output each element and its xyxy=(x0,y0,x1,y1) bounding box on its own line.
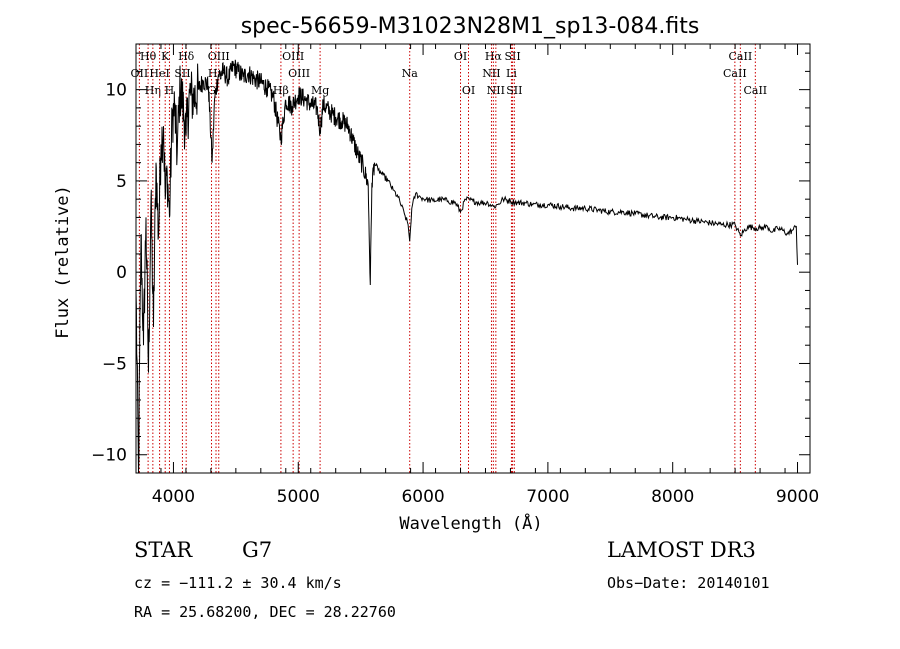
y-tick-label: −5 xyxy=(102,354,127,374)
x-tick-label: 8000 xyxy=(651,487,694,507)
emission-line-label: SII xyxy=(506,84,522,97)
x-tick-label: 5000 xyxy=(277,487,320,507)
emission-line-label: OI xyxy=(454,50,467,63)
emission-line-label: OIII xyxy=(208,50,230,63)
emission-line-label: CaII xyxy=(729,50,753,63)
emission-line-label: CaII xyxy=(743,84,767,97)
emission-line-label: NII xyxy=(487,84,505,97)
emission-line-label: Mg xyxy=(311,84,329,97)
emission-line-label: SII xyxy=(504,50,520,63)
emission-line-label: Hγ xyxy=(208,67,225,80)
emission-line-label: G xyxy=(207,84,216,97)
emission-line-label: OIII xyxy=(282,50,304,63)
y-tick-label: −10 xyxy=(91,446,127,466)
y-axis-label: Flux (relative) xyxy=(53,185,73,339)
object-class: STAR xyxy=(134,538,193,562)
emission-line-label: NII xyxy=(482,67,500,80)
axes-layer: 4000 5000 6000 7000 8000 9000 −10 −5 0 5 10 xyxy=(91,43,819,507)
plot-frame xyxy=(135,43,811,474)
emission-line-label: OI xyxy=(462,84,475,97)
y-tick-label: 10 xyxy=(105,81,127,101)
x-tick-label: 6000 xyxy=(401,487,444,507)
x-axis-label: Wavelength (Å) xyxy=(399,512,542,534)
chart-title: spec-56659-M31023N28M1_sp13-084.fits xyxy=(241,14,700,39)
emission-line-label: OIII xyxy=(288,67,310,80)
emission-line-label: Hη xyxy=(145,84,161,97)
emission-line-label: K xyxy=(161,50,170,63)
emission-line-label: SII xyxy=(174,67,190,80)
emission-line-label: Hδ xyxy=(178,50,195,63)
x-tick-label: 4000 xyxy=(152,487,195,507)
emission-line-label: Li xyxy=(506,67,517,80)
x-tick-label: 9000 xyxy=(776,487,819,507)
emission-line-label: CaII xyxy=(723,67,747,80)
spectrum-line xyxy=(135,59,798,474)
x-tick-label: 7000 xyxy=(526,487,569,507)
emission-line-label: H xyxy=(165,84,175,97)
emission-line-label: Hθ xyxy=(140,50,157,63)
observation-date: Obs−Date: 20140101 xyxy=(607,574,770,592)
survey-name: LAMOST DR3 xyxy=(607,538,756,562)
emission-lines-layer: Hθ OII Hη K HeI H SII Hδ OIII Hγ G OIII OIII Hβ Mg Na OI… xyxy=(131,44,767,473)
y-tick-label: 5 xyxy=(116,172,127,192)
emission-line-label: Hα xyxy=(485,50,503,63)
redshift-velocity: cz = −111.2 ± 30.4 km/s xyxy=(134,574,342,592)
y-tick-label: 0 xyxy=(116,263,127,283)
object-subclass: G7 xyxy=(242,538,273,562)
emission-line-label: Hβ xyxy=(273,84,289,97)
emission-line-label: HeI xyxy=(149,67,169,80)
emission-line-label: Na xyxy=(402,67,419,80)
emission-line-label: OII xyxy=(131,67,149,80)
coordinates: RA = 25.68200, DEC = 28.22760 xyxy=(134,603,396,621)
